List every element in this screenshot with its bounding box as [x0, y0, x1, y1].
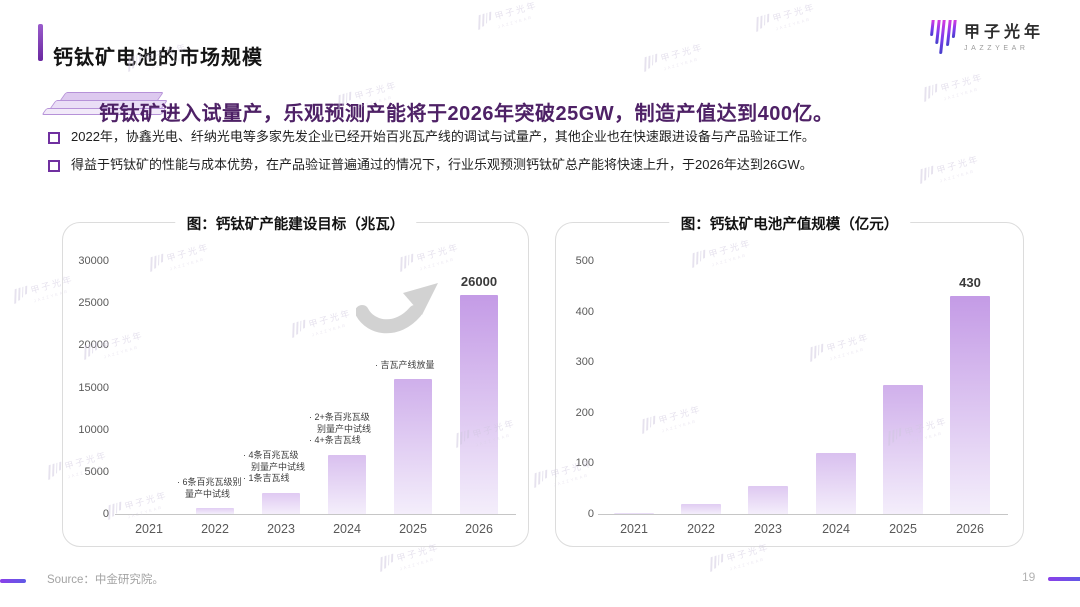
bar-2026 [460, 294, 498, 514]
x-tick-label: 2026 [956, 522, 984, 536]
bar-annotation: · 2+条百兆瓦级 别量产中试线 · 4+条吉瓦线 [309, 412, 372, 446]
bullet-text: 2022年，协鑫光电、纤纳光电等多家先发企业已经开始百兆瓦产线的调试与试量产，其… [71, 129, 815, 144]
bar-annotation: · 吉瓦产线放量 [375, 359, 435, 370]
bar-2021 [614, 512, 654, 514]
source-text: Source：中金研究院。 [47, 574, 164, 586]
bullet-square-icon [48, 159, 60, 172]
brand-name: 甲子光年 [963, 24, 1044, 41]
x-tick-label: 2024 [822, 522, 850, 536]
y-tick-label: 25000 [78, 297, 109, 310]
y-tick-label: 5000 [84, 465, 109, 478]
bar-2023 [748, 486, 788, 514]
x-tick-label: 2026 [465, 522, 493, 536]
bar-2024 [816, 453, 856, 514]
bullet-text: 得益于钙钛矿的性能与成本优势，在产品验证普遍通过的情况下，行业乐观预测钙钛矿总产… [71, 156, 813, 172]
x-tick-label: 2022 [687, 522, 715, 536]
chart-value-card: 图：钙钛矿电池产值规模（亿元） 0 100 200 300 400 500 2021 2022… [555, 213, 1024, 547]
y-tick-label: 300 [575, 356, 594, 369]
chart-capacity-plot: 0 5000 10000 15000 20000 25000 30000 2021 2022 20… [63, 223, 528, 546]
x-tick-label: 2021 [620, 522, 648, 536]
bar-value-label: 430 [959, 275, 981, 291]
bullet-item: 2022年，协鑫光电、纤纳光电等多家先发企业已经开始百兆瓦产线的调试与试量产，其… [48, 128, 968, 147]
bar-annotation: · 6条百兆瓦级别 量产中试线 [177, 477, 242, 499]
footer-accent-line [0, 579, 26, 583]
brand-watermark-icon [756, 13, 770, 32]
bar-2024 [328, 454, 366, 514]
title-accent-bar [38, 24, 43, 61]
bar-2026 [950, 296, 990, 514]
bar-2025 [394, 379, 432, 514]
y-tick-label: 10000 [78, 423, 109, 436]
chart-value-plot: 0 100 200 300 400 500 2021 2022 2023 2024 2025 2026… [556, 223, 1023, 546]
brand-watermark: 甲子光年 JAZZYEAR [642, 40, 706, 76]
x-tick-label: 2025 [399, 522, 427, 536]
y-tick-label: 200 [575, 406, 594, 419]
page-title: 钙钛矿电池的市场规模 [53, 47, 263, 70]
y-tick-label: 15000 [78, 381, 109, 394]
x-axis-line [115, 514, 516, 515]
bar-value-label: 26000 [460, 273, 498, 289]
brand-watermark-icon [710, 553, 724, 572]
page-number-accent-line [1048, 577, 1080, 581]
bar-2023 [262, 492, 300, 514]
bar-annotation: · 4条百兆瓦级 别量产中试线 · 1条吉瓦线 [243, 450, 306, 484]
bar-2022 [196, 508, 234, 514]
brand-watermark-icon [644, 53, 658, 72]
bar-2022 [681, 503, 721, 514]
chart-capacity-title: 图：钙钛矿产能建设目标（兆瓦） [174, 213, 417, 234]
x-tick-label: 2023 [267, 522, 295, 536]
y-tick-label: 400 [575, 305, 594, 318]
brand-subname: JAZZYEAR [963, 45, 1029, 52]
x-tick-label: 2024 [333, 522, 361, 536]
brand-logo: 甲子光年 JAZZYEAR [928, 18, 1044, 54]
bullet-list: 2022年，协鑫光电、纤纳光电等多家先发企业已经开始百兆瓦产线的调试与试量产，其… [48, 128, 968, 184]
brand-watermark: 甲子光年 JAZZYEAR [476, 0, 540, 34]
bar-2025 [883, 384, 923, 514]
chart-value-title: 图：钙钛矿电池产值规模（亿元） [668, 213, 911, 234]
brand-watermark-icon [14, 285, 28, 304]
brand-watermark-icon [48, 461, 62, 480]
brand-watermark-icon [924, 83, 938, 102]
y-tick-label: 0 [102, 508, 109, 520]
y-tick-label: 0 [587, 508, 594, 520]
x-tick-label: 2025 [889, 522, 917, 536]
y-tick-label: 20000 [78, 339, 109, 352]
bullet-item: 得益于钙钛矿的性能与成本优势，在产品验证普遍通过的情况下，行业乐观预测钙钛矿总产… [48, 156, 968, 175]
y-tick-label: 30000 [78, 255, 109, 267]
x-tick-label: 2022 [201, 522, 229, 536]
brand-watermark: 甲子光年 JAZZYEAR [754, 0, 818, 36]
brand-watermark: 甲子光年 JAZZYEAR [922, 70, 986, 106]
brand-watermark-icon [478, 11, 492, 30]
brand-watermark-icon [380, 553, 394, 572]
x-tick-label: 2023 [754, 522, 782, 536]
brand-logo-icon [928, 18, 957, 54]
page-number: 19 [1022, 570, 1036, 584]
page-subtitle: 钙钛矿进入试量产，乐观预测产能将于2026年突破25GW，制造产值达到400亿。 [99, 102, 834, 125]
y-tick-label: 500 [575, 255, 594, 267]
y-tick-label: 100 [575, 457, 594, 470]
x-axis-line [598, 514, 1008, 515]
chart-capacity-card: 图：钙钛矿产能建设目标（兆瓦） 0 5000 10000 15000 20000 2500… [62, 213, 529, 547]
bullet-square-icon [48, 132, 60, 144]
x-tick-label: 2021 [135, 522, 163, 536]
brand-watermark-icon [534, 469, 548, 488]
growth-arrow-icon [356, 283, 438, 334]
